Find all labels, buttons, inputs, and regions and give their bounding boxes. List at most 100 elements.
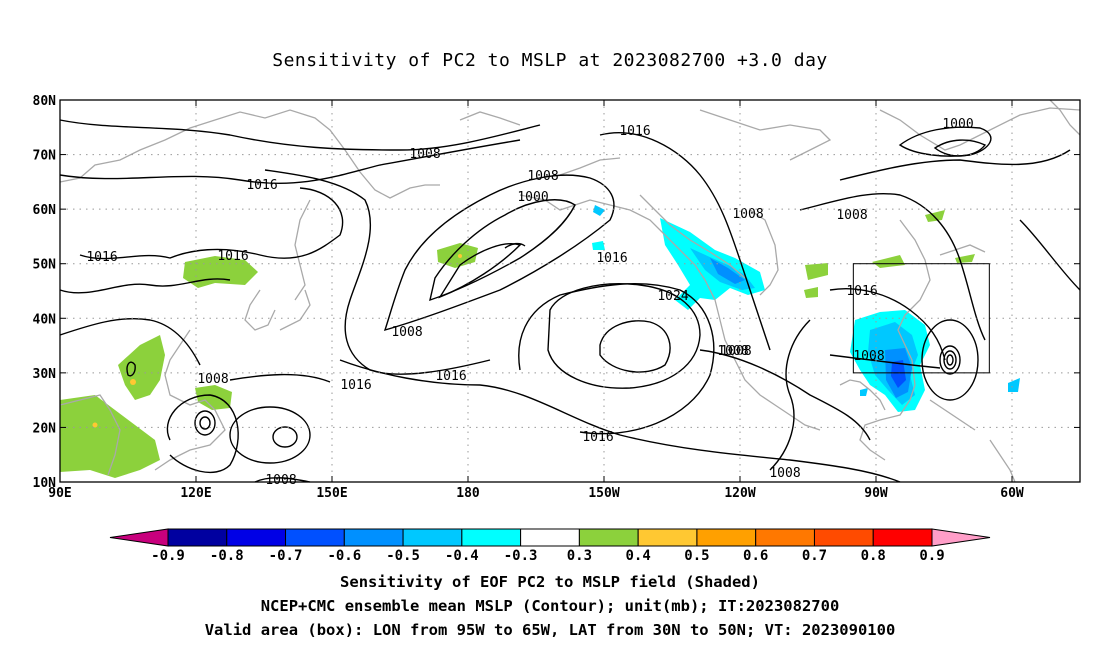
colorbar-label: -0.4 <box>445 548 479 564</box>
lat-label: 50N <box>33 258 57 273</box>
lat-label: 70N <box>33 149 57 164</box>
coastline <box>1049 99 1081 136</box>
axis-ticks <box>59 99 1080 483</box>
coastline <box>244 289 276 331</box>
contour <box>599 320 671 373</box>
positive-region <box>925 210 945 222</box>
lat-label: 80N <box>33 94 57 109</box>
contour-label: 1016 <box>86 250 117 265</box>
colorbar-high-end <box>931 528 991 547</box>
contour-label: 1000 <box>517 190 548 205</box>
contour <box>829 354 941 369</box>
contour-label: 1000 <box>942 117 973 132</box>
contour <box>504 242 526 249</box>
contour <box>933 139 987 157</box>
contour <box>383 174 615 332</box>
contour <box>126 361 136 377</box>
contour <box>429 199 576 302</box>
coastline <box>879 107 1081 151</box>
colorbar-label: 0.8 <box>861 548 886 564</box>
contour <box>769 319 811 471</box>
contour-label: 1008 <box>853 349 884 364</box>
colorbar-segment <box>872 528 933 547</box>
negative-region <box>891 360 906 388</box>
positive-peak <box>92 422 98 428</box>
contour <box>59 317 201 366</box>
colorbar-low-end <box>109 528 169 547</box>
positive-region <box>804 287 818 298</box>
lat-lon-grid <box>60 100 1080 482</box>
contour-label: 1016 <box>340 378 371 393</box>
contour <box>921 319 979 401</box>
coastline <box>279 289 311 331</box>
contour <box>939 345 961 375</box>
negative-sensitivity-shading <box>592 205 1020 412</box>
contour-labels: 1016 1008 1000 1008 1016 1008 1000 1016 … <box>86 117 973 488</box>
contour-label: 1016 <box>246 178 277 193</box>
latitude-labels: 80N 70N 60N 50N 40N 30N 20N 10N <box>33 94 57 491</box>
colorbar-segment <box>461 528 522 547</box>
caption-shading: Sensitivity of EOF PC2 to MSLP field (Sh… <box>340 573 760 591</box>
coastline <box>519 194 821 431</box>
contour <box>946 354 954 366</box>
contour <box>254 477 311 483</box>
contour <box>199 416 211 430</box>
colorbar-segment <box>520 528 580 547</box>
contour-label: 1008 <box>769 466 800 481</box>
colorbar-segment <box>402 528 463 547</box>
colorbar-segment <box>285 528 345 547</box>
lon-label: 90W <box>864 486 888 501</box>
colorbar-segment <box>167 528 228 547</box>
lat-label: 30N <box>33 367 57 382</box>
coastline <box>459 111 521 126</box>
coastline <box>59 394 121 476</box>
contour-label: 1016 <box>582 430 613 445</box>
coastline <box>749 209 779 296</box>
positive-peak <box>458 254 462 258</box>
coastline <box>939 244 986 256</box>
longitude-labels: 90E 120E 150E 180 150W 120W 90W 60W <box>48 486 1024 501</box>
contour-label: 1008 <box>717 344 748 359</box>
colorbar-label: -0.9 <box>151 548 185 564</box>
contour-label: 1016 <box>217 249 248 264</box>
coastline <box>294 199 311 301</box>
positive-region <box>60 395 160 478</box>
contour <box>547 283 701 389</box>
lat-label: 60N <box>33 203 57 218</box>
caption-contour: NCEP+CMC ensemble mean MSLP (Contour); u… <box>260 597 840 615</box>
lat-label: 40N <box>33 312 57 327</box>
contour <box>272 426 298 448</box>
coastline <box>154 329 226 471</box>
contour <box>339 359 901 483</box>
valid-area-box <box>852 263 990 374</box>
negative-region <box>710 258 745 284</box>
colorbar-label: -0.8 <box>210 548 244 564</box>
positive-region <box>118 335 165 400</box>
plot-frame <box>59 99 1081 483</box>
coastline <box>699 109 832 161</box>
contour-label: 1008 <box>197 372 228 387</box>
colorbar-segment <box>696 528 757 547</box>
colorbar-label: 0.6 <box>743 548 768 564</box>
negative-region <box>860 388 868 396</box>
colorbar-label: -0.7 <box>269 548 303 564</box>
contour-label: 1008 <box>527 169 558 184</box>
contour-label: 1008 <box>836 208 867 223</box>
contour-label: 1016 <box>619 124 650 139</box>
coastline <box>559 157 621 176</box>
contour-label: 1016 <box>846 284 877 299</box>
coastline <box>839 379 886 411</box>
colorbar-label: 0.7 <box>802 548 827 564</box>
contour <box>79 187 344 260</box>
contour <box>59 119 541 151</box>
contour <box>229 373 331 383</box>
contour <box>799 192 986 341</box>
colorbar: -0.9 -0.8 -0.7 -0.6 -0.5 -0.4 -0.3 0.3 0.4 0.5 0.6… <box>109 528 991 564</box>
colorbar-label: 0.5 <box>684 548 709 564</box>
contour <box>1019 219 1081 291</box>
contour-label: 1008 <box>720 344 751 359</box>
colorbar-label: 0.9 <box>919 548 944 564</box>
positive-region <box>872 255 905 268</box>
contour <box>943 350 957 370</box>
lon-label: 60W <box>1000 486 1024 501</box>
